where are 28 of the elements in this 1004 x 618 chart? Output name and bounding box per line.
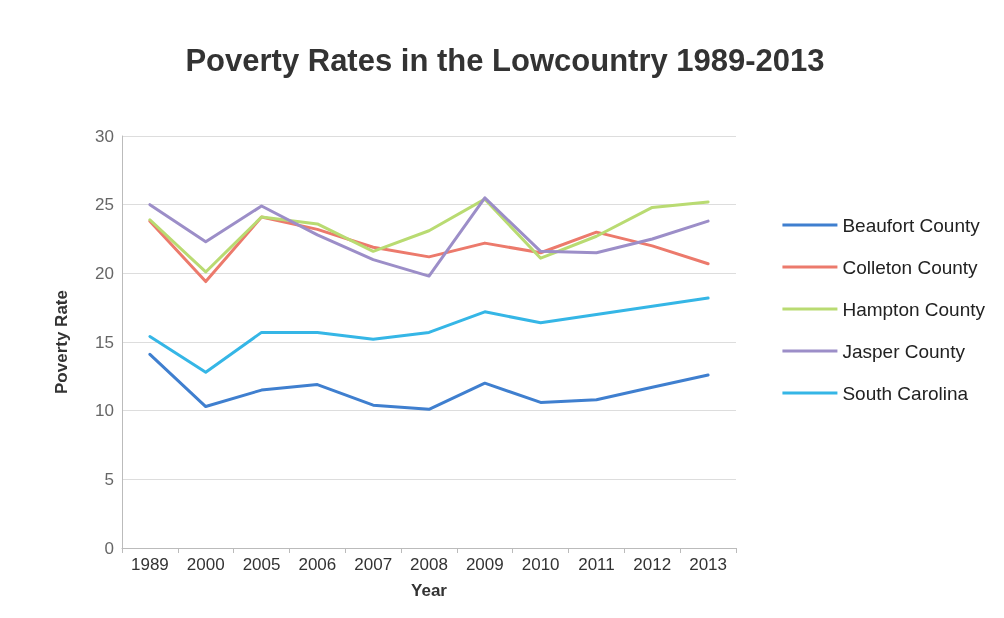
x-tick-label: 2006 bbox=[298, 555, 337, 574]
x-tick-label: 2009 bbox=[465, 555, 504, 574]
y-tick-label: 15 bbox=[95, 332, 114, 352]
legend-label: South Carolina bbox=[842, 382, 969, 404]
x-tick-label: 2012 bbox=[633, 555, 672, 574]
x-tick-label: 2010 bbox=[521, 555, 560, 574]
legend-label: Colleton County bbox=[842, 256, 979, 278]
legend-label: Jasper County bbox=[842, 340, 966, 362]
y-tick-label: 25 bbox=[95, 195, 114, 215]
y-tick-label: 10 bbox=[95, 401, 114, 421]
x-axis-title: Year bbox=[411, 581, 448, 600]
line-series bbox=[148, 352, 710, 411]
x-tick-label: 1989 bbox=[131, 555, 169, 574]
y-tick-label: 20 bbox=[95, 263, 114, 283]
x-tick-label: 2013 bbox=[689, 555, 727, 574]
legend-label: Hampton County bbox=[842, 298, 986, 320]
x-tick-label: 2007 bbox=[354, 555, 393, 574]
x-tick-label: 2000 bbox=[186, 555, 225, 574]
x-tick-label: 2005 bbox=[242, 555, 281, 574]
x-tick-label: 2008 bbox=[410, 555, 448, 574]
y-tick-label: 30 bbox=[95, 126, 114, 146]
line-series bbox=[148, 296, 710, 374]
x-tick-label: 2011 bbox=[578, 555, 615, 574]
legend-label: Beaufort County bbox=[842, 214, 981, 236]
chart-title: Poverty Rates in the Lowcountry 1989-2013 bbox=[185, 43, 825, 78]
y-axis-title: Poverty Rate bbox=[52, 290, 71, 394]
y-tick-label: 5 bbox=[104, 469, 114, 489]
y-tick-label: 0 bbox=[104, 538, 114, 558]
